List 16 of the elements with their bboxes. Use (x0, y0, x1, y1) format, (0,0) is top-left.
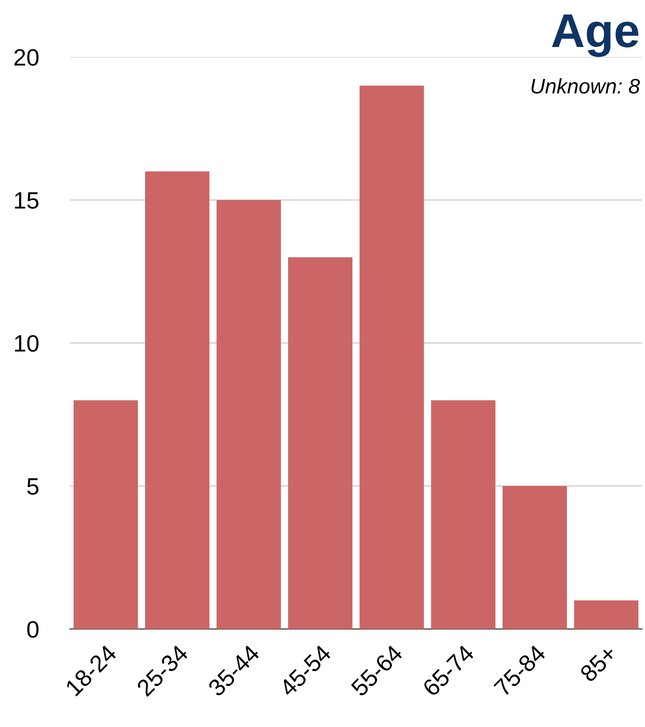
bar (574, 600, 638, 629)
y-tick-label: 0 (27, 621, 39, 638)
y-tick-label: 10 (14, 335, 39, 352)
bar (360, 86, 424, 629)
y-tick-label: 5 (27, 478, 38, 495)
chart-title: Age (552, 14, 638, 58)
bar (502, 486, 567, 629)
bar (216, 200, 281, 629)
x-tick-label: 85+ (579, 644, 618, 683)
y-tick-label: 15 (14, 192, 38, 209)
bar (145, 171, 210, 629)
y-tick-label: 20 (14, 49, 39, 66)
bar (74, 400, 138, 629)
bar (288, 257, 352, 629)
bar (431, 400, 496, 629)
text: Unknown: 8 (532, 78, 640, 94)
